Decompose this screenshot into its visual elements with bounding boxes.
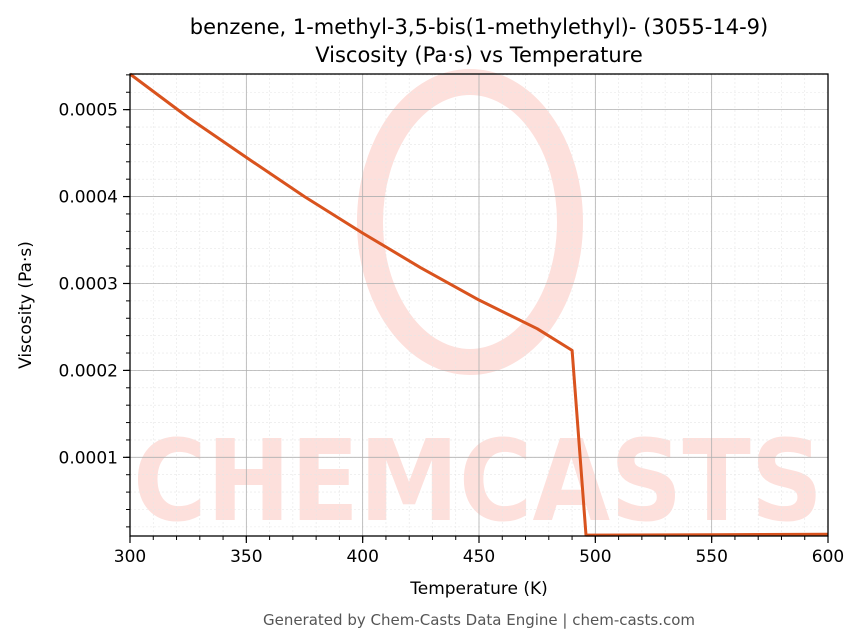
- x-axis-label: Temperature (K): [409, 579, 548, 599]
- x-tick-label: 300: [114, 547, 146, 567]
- chemcasts-watermark: CHEMCASTS: [133, 69, 823, 547]
- x-tick-label: 350: [230, 547, 262, 567]
- chart-title-line1: benzene, 1-methyl-3,5-bis(1-methylethyl)…: [190, 15, 768, 39]
- watermark-text: CHEMCASTS: [133, 417, 823, 547]
- y-tick-label: 0.0003: [59, 274, 118, 294]
- watermark-ring: [357, 69, 583, 375]
- axis-ticks: 300 350 400 450 500 550 600 0.0001 0.0002 0.0003 0…: [59, 74, 844, 567]
- x-tick-label: 600: [812, 547, 844, 567]
- footer-credit: Generated by Chem-Casts Data Engine | ch…: [263, 611, 695, 629]
- x-tick-label: 450: [463, 547, 495, 567]
- y-axis-label: Viscosity (Pa·s): [16, 241, 36, 369]
- series-group: [129, 72, 829, 537]
- x-tick-label: 400: [346, 547, 378, 567]
- y-tick-label: 0.0002: [59, 361, 118, 381]
- viscosity-series-line: [129, 72, 829, 537]
- chart-title-line2: Viscosity (Pa·s) vs Temperature: [315, 43, 643, 67]
- y-tick-label: 0.0005: [59, 101, 118, 121]
- x-tick-label: 500: [579, 547, 611, 567]
- x-tick-label: 550: [695, 547, 727, 567]
- y-tick-label: 0.0004: [59, 188, 118, 208]
- major-grid: [129, 74, 829, 536]
- y-tick-label: 0.0001: [59, 448, 118, 468]
